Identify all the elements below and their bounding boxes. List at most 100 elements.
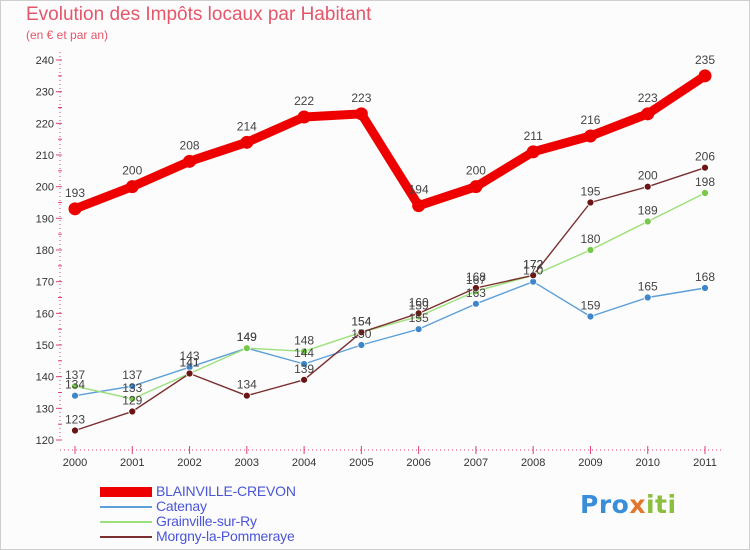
legend-swatch-morgny: [100, 535, 152, 538]
data-point-morgny: [128, 407, 137, 416]
data-label-catenay: 134: [65, 378, 85, 392]
data-point-blainville: [68, 202, 82, 216]
data-point-catenay: [586, 312, 595, 321]
data-point-blainville: [183, 154, 197, 168]
data-label-blainville: 222: [294, 94, 314, 108]
data-point-morgny: [472, 284, 480, 292]
data-point-blainville: [297, 110, 311, 124]
series-line-catenay: [74, 280, 706, 397]
data-label-morgny: 168: [466, 270, 486, 284]
x-tick-label: 2005: [349, 457, 373, 469]
data-point-grainville: [643, 217, 652, 226]
data-label-catenay: 137: [122, 368, 142, 382]
data-label-catenay: 170: [523, 264, 543, 278]
data-label-morgny: 154: [351, 314, 371, 328]
y-tick-label: 200: [36, 182, 54, 194]
series-line-morgny: [74, 166, 706, 432]
legend-swatch-grainville: [100, 520, 152, 523]
data-point-morgny: [701, 163, 709, 172]
y-tick-label: 190: [36, 213, 54, 225]
data-point-blainville: [526, 145, 540, 159]
data-label-catenay: 150: [351, 327, 371, 341]
data-label-morgny: 134: [237, 378, 257, 392]
data-point-blainville: [125, 180, 139, 194]
data-point-catenay: [71, 391, 79, 400]
data-label-grainville: 189: [638, 204, 658, 218]
data-point-grainville: [128, 394, 137, 403]
legend-swatch-blainville: [100, 486, 152, 497]
x-tick-label: 2000: [63, 457, 87, 469]
data-point-morgny: [242, 391, 251, 400]
line-chart: 120130140150160170180190200210220230240 …: [36, 52, 722, 469]
data-label-morgny: 172: [523, 257, 543, 271]
legend-label-catenay: Catenay: [156, 498, 207, 514]
data-label-blainville: 193: [65, 186, 85, 200]
legend-label-morgny: Morgny-la-Pommeraye: [156, 528, 295, 544]
y-tick-label: 150: [36, 340, 54, 352]
data-label-catenay: 155: [409, 311, 429, 325]
data-point-morgny: [414, 309, 423, 318]
x-tick-label: 2006: [406, 457, 430, 469]
chart-subtitle: (en € et par an): [26, 28, 109, 42]
data-label-morgny: 206: [695, 150, 715, 164]
data-label-blainville: 211: [524, 129, 543, 143]
data-label-morgny: 195: [580, 185, 600, 199]
data-point-grainville: [701, 189, 709, 197]
data-label-grainville: 137: [65, 368, 85, 382]
x-tick-label: 2007: [464, 457, 488, 469]
data-label-grainville: 154: [351, 314, 371, 328]
data-point-morgny: [529, 271, 538, 280]
data-label-catenay: 144: [294, 346, 314, 360]
data-point-morgny: [71, 426, 79, 435]
data-point-blainville: [698, 69, 712, 83]
y-tick-label: 170: [36, 277, 54, 289]
data-label-blainville: 200: [466, 164, 486, 178]
data-point-catenay: [472, 299, 480, 308]
chart-title: Evolution des Impôts locaux par Habitant: [26, 4, 372, 25]
x-tick-label: 2009: [578, 457, 602, 469]
data-label-catenay: 163: [466, 286, 486, 300]
data-point-catenay: [300, 360, 308, 368]
y-tick-label: 240: [36, 55, 54, 67]
x-tick-label: 2002: [177, 457, 201, 469]
y-tick-label: 180: [36, 245, 54, 257]
data-label-catenay: 168: [695, 270, 715, 284]
y-tick-label: 210: [36, 150, 54, 162]
x-tick-label: 2010: [635, 457, 659, 469]
data-point-blainville: [240, 135, 254, 149]
data-label-blainville: 223: [351, 91, 371, 105]
data-label-grainville: 167: [466, 273, 486, 287]
data-point-grainville: [586, 246, 595, 254]
data-label-morgny: 200: [638, 169, 658, 183]
data-label-blainville: 200: [122, 164, 142, 178]
x-tick-label: 2001: [120, 457, 144, 469]
x-tick-label: 2003: [235, 457, 259, 469]
data-point-catenay: [701, 284, 709, 292]
data-label-blainville: 194: [409, 183, 429, 197]
x-tick-label: 2004: [292, 457, 316, 469]
data-point-catenay: [643, 293, 652, 302]
data-label-blainville: 214: [237, 119, 257, 133]
data-point-catenay: [414, 325, 423, 334]
x-tick-label: 2011: [693, 457, 717, 469]
data-point-grainville: [242, 344, 251, 353]
data-label-catenay: 149: [237, 330, 257, 344]
data-point-morgny: [357, 328, 366, 337]
data-point-morgny: [586, 198, 595, 207]
data-label-grainville: 159: [409, 299, 429, 313]
data-point-grainville: [300, 347, 308, 356]
series-lines: [68, 69, 712, 435]
data-label-morgny: 123: [65, 413, 85, 427]
data-label-grainville: 141: [180, 356, 200, 370]
data-point-blainville: [641, 107, 655, 121]
series-line-grainville: [74, 192, 706, 400]
data-label-morgny: 160: [409, 295, 429, 309]
data-label-catenay: 143: [180, 349, 200, 363]
y-axis: 120 130 140 150 160 170 180 190 200 210 220 230 240: [36, 52, 62, 447]
series-line-blainville: [70, 71, 710, 214]
legend-label-grainville: Grainville-sur-Ry: [156, 513, 257, 529]
y-tick-label: 230: [36, 87, 54, 99]
data-label-catenay: 165: [638, 280, 658, 294]
